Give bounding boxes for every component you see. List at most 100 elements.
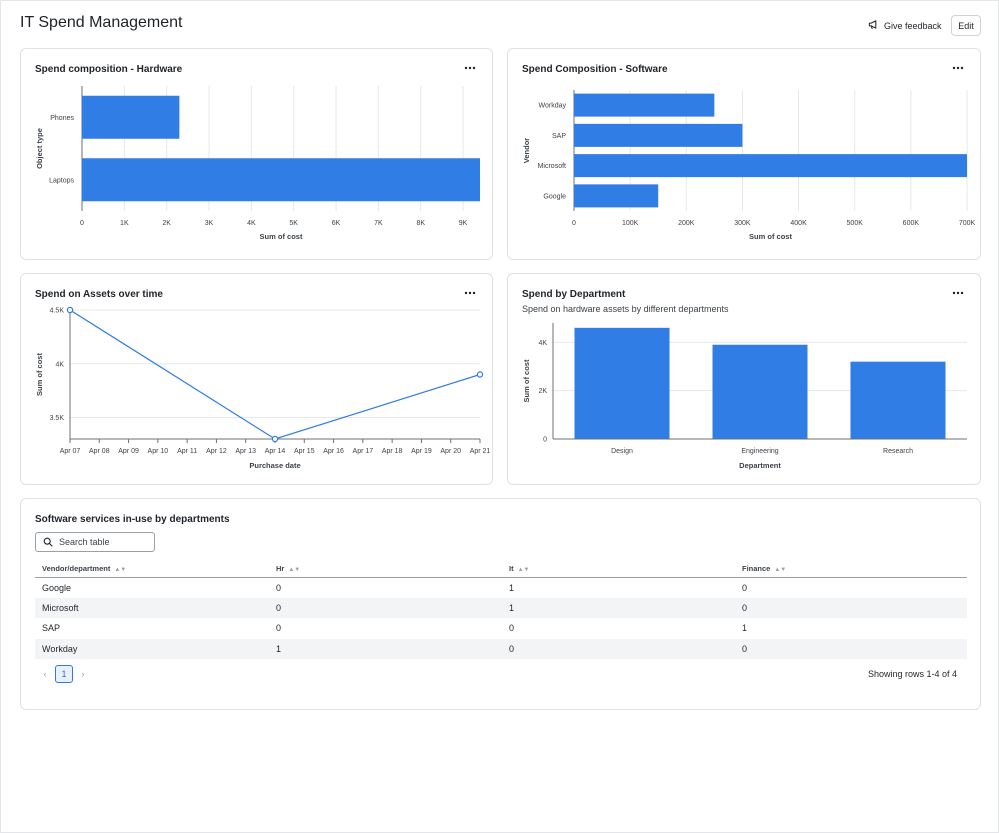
hardware-more-button[interactable]: [462, 61, 478, 75]
column-header-finance[interactable]: Finance ▲▼: [735, 560, 967, 578]
y-tick-label: Phones: [50, 115, 74, 122]
x-tick-label: Research: [883, 448, 913, 455]
bar-engineering: [712, 344, 808, 439]
department-spend-card: Spend by Department Spend on hardware as…: [507, 273, 981, 485]
software-card-title: Spend Composition - Software: [522, 64, 668, 75]
y-tick-label: 4K: [538, 340, 547, 347]
table-cell: SAP: [42, 623, 61, 634]
x-tick-label: 300K: [734, 220, 751, 227]
x-tick-label: 500K: [847, 220, 864, 227]
y-tick-label: 0: [543, 437, 547, 444]
x-tick-label: 1K: [120, 220, 129, 227]
department-bar-chart: 0 2K 4K Design Engineering Research Department…: [522, 323, 967, 470]
software-services-table: Vendor/department ▲▼ Hr ▲▼ It ▲▼ Finance ▲▼ …: [35, 560, 967, 659]
pagination: ‹ 1 ›: [41, 665, 87, 683]
search-table-box[interactable]: [35, 532, 155, 552]
y-tick-label: Workday: [539, 103, 567, 110]
software-services-card: Software services in-use by departments …: [20, 498, 981, 710]
table-row: Microsoft 0 1 0: [35, 597, 967, 618]
table-cell: 0: [509, 623, 515, 634]
bar-microsoft: [574, 154, 967, 178]
table-cell: 0: [735, 638, 967, 659]
y-axis-title: Sum of cost: [522, 359, 531, 402]
table-row: Workday 1 0 0: [35, 638, 967, 659]
prev-page-chevron-icon[interactable]: ‹: [43, 669, 47, 679]
x-tick-label: Apr 16: [323, 448, 344, 455]
x-tick-label: 100K: [622, 220, 639, 227]
x-axis-title: Department: [739, 461, 781, 470]
column-header-hr[interactable]: Hr ▲▼: [269, 560, 502, 578]
megaphone-icon: [868, 19, 879, 32]
table-cell: Google: [42, 582, 72, 593]
more-icon: [464, 291, 476, 295]
column-header-label: Finance: [742, 563, 771, 573]
sort-icon: ▲▼: [288, 566, 301, 573]
x-tick-label: Apr 12: [206, 448, 227, 455]
x-axis-title: Purchase date: [249, 461, 300, 470]
department-more-button[interactable]: [950, 286, 966, 300]
table-cell: 1: [269, 638, 502, 659]
bar-design: [574, 327, 670, 439]
x-tick-label: 4K: [247, 220, 256, 227]
series-line: [69, 309, 481, 440]
assets-card-title: Spend on Assets over time: [35, 289, 163, 300]
table-cell: 1: [742, 623, 748, 634]
y-tick-label: 2K: [538, 388, 547, 395]
x-tick-label: Apr 09: [118, 448, 139, 455]
x-tick-label: Apr 17: [353, 448, 374, 455]
give-feedback-button[interactable]: Give feedback: [868, 15, 942, 36]
x-tick-label: Apr 18: [382, 448, 403, 455]
software-more-button[interactable]: [950, 61, 966, 75]
hardware-bar-chart: 0 1K 2K 3K 4K 5K 6K 7K 8K 9K Phones Laptops Sum of c…: [35, 86, 480, 241]
assets-more-button[interactable]: [462, 286, 478, 300]
page-button-1[interactable]: 1: [55, 665, 73, 683]
search-icon: [43, 537, 53, 547]
x-tick-label: 6K: [332, 220, 341, 227]
next-page-chevron-icon[interactable]: ›: [81, 669, 85, 679]
data-point: [66, 306, 74, 314]
x-tick-label: 9K: [459, 220, 468, 227]
bar-google: [574, 184, 659, 208]
sort-icon: ▲▼: [774, 566, 787, 573]
x-tick-label: 0: [572, 220, 576, 227]
more-icon: [464, 66, 476, 70]
column-header-vendor[interactable]: Vendor/department ▲▼: [35, 560, 269, 578]
y-tick-label: Google: [543, 193, 566, 200]
table-cell: 0: [269, 597, 502, 618]
x-tick-label: Apr 11: [177, 448, 197, 455]
software-bar-chart: 0 100K 200K 300K 400K 500K 600K 700K Workday SAP M…: [522, 90, 976, 241]
sort-icon: ▲▼: [114, 566, 127, 573]
x-tick-label: 700K: [959, 220, 976, 227]
x-tick-label: Apr 07: [60, 448, 81, 455]
table-header-row: Vendor/department ▲▼ Hr ▲▼ It ▲▼ Finance ▲▼: [35, 560, 967, 578]
table-cell: 0: [502, 638, 735, 659]
x-tick-label: Apr 21: [470, 448, 491, 455]
x-tick-label: 7K: [374, 220, 383, 227]
search-table-input[interactable]: [59, 537, 144, 547]
x-tick-label: Apr 08: [89, 448, 110, 455]
edit-button[interactable]: Edit: [951, 15, 981, 36]
x-tick-label: 3K: [205, 220, 214, 227]
software-spend-card: Spend Composition - Software 0 100K 200K 30…: [507, 48, 981, 260]
x-tick-label: Apr 19: [411, 448, 432, 455]
x-tick-label: 400K: [790, 220, 807, 227]
hardware-spend-card: Spend composition - Hardware 0 1K 2K 3K 4K 5K…: [20, 48, 493, 260]
y-tick-label: SAP: [552, 133, 566, 140]
table-cell: Workday: [35, 638, 269, 659]
hardware-card-title: Spend composition - Hardware: [35, 64, 183, 75]
data-point: [476, 371, 484, 378]
x-tick-label: 5K: [289, 220, 298, 227]
table-cell: 1: [502, 597, 735, 618]
y-axis-title: Object type: [35, 128, 44, 169]
y-axis-title: Vendor: [522, 138, 531, 164]
data-point: [271, 435, 279, 443]
column-header-it[interactable]: It ▲▼: [502, 560, 735, 578]
table-card-title: Software services in-use by departments: [35, 514, 230, 525]
table-cell: 0: [742, 582, 748, 593]
x-axis-title: Sum of cost: [749, 232, 792, 241]
column-header-label: Vendor/department: [42, 563, 111, 573]
y-axis-title: Sum of cost: [35, 353, 44, 396]
x-tick-label: 2K: [162, 220, 171, 227]
y-tick-label: 4.5K: [50, 308, 65, 315]
x-tick-label: Design: [611, 448, 633, 455]
